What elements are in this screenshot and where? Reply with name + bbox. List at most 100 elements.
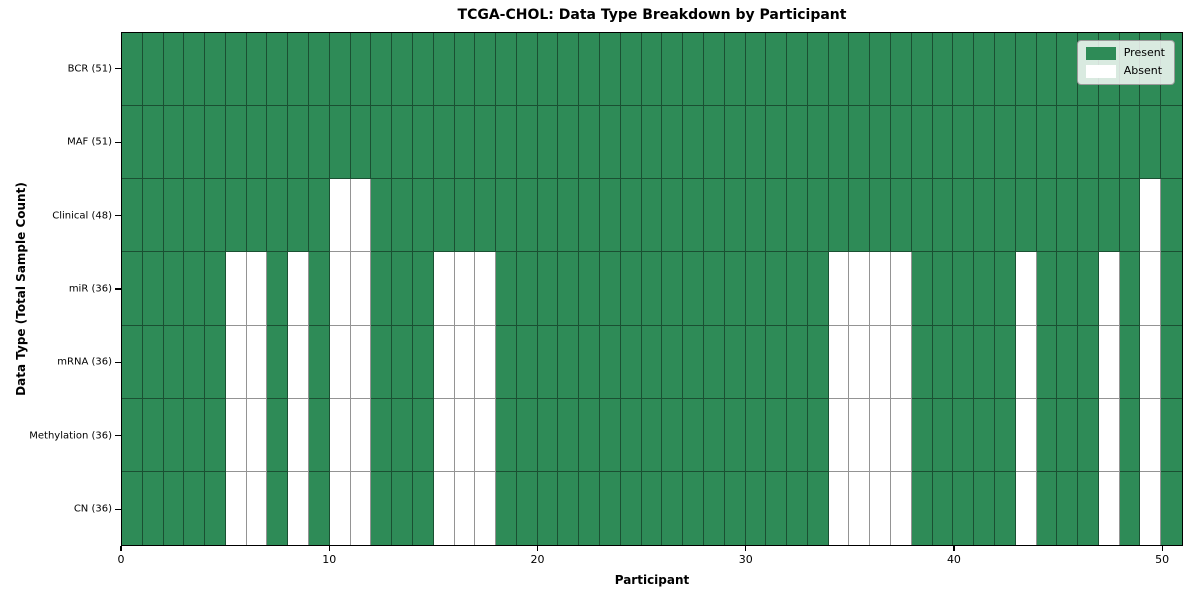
- y-tick-mark: [115, 214, 121, 217]
- heatmap-cell: [953, 106, 975, 180]
- heatmap-cell: [558, 398, 580, 472]
- heatmap-cell: [537, 398, 559, 472]
- heatmap-cell: [932, 325, 954, 399]
- heatmap-cell: [683, 179, 704, 253]
- heatmap-cell: [891, 471, 912, 545]
- heatmap-cell: [184, 106, 206, 180]
- heatmap-cell: [932, 252, 954, 326]
- heatmap-cell: [1119, 179, 1141, 253]
- heatmap-cell: [932, 106, 954, 180]
- heatmap-cell: [496, 471, 517, 545]
- heatmap-cell: [953, 179, 975, 253]
- heatmap-cell: [122, 471, 143, 545]
- heatmap-cell: [1036, 106, 1058, 180]
- heatmap-cell: [1098, 252, 1120, 326]
- heatmap-cell: [600, 106, 621, 180]
- heatmap-cell: [288, 33, 310, 107]
- heatmap-cell: [953, 252, 975, 326]
- heatmap-cell: [371, 106, 393, 180]
- heatmap-cell: [662, 179, 684, 253]
- heatmap-cell: [849, 33, 871, 107]
- heatmap-cell: [787, 325, 808, 399]
- heatmap-cell: [433, 471, 455, 545]
- heatmap-cell: [1036, 179, 1058, 253]
- x-tick-label: 50: [1155, 553, 1170, 566]
- heatmap-cell: [828, 106, 850, 180]
- heatmap-cell: [1036, 252, 1058, 326]
- heatmap-cell: [870, 106, 892, 180]
- legend-entry: Present: [1085, 47, 1165, 60]
- heatmap-cell: [724, 252, 746, 326]
- heatmap-cell: [849, 179, 871, 253]
- heatmap-cell: [184, 33, 206, 107]
- heatmap-cell: [454, 471, 476, 545]
- heatmap-cell: [787, 252, 808, 326]
- heatmap-cell: [641, 33, 663, 107]
- heatmap-cell: [828, 398, 850, 472]
- heatmap-cell: [745, 33, 767, 107]
- heatmap-cell: [1057, 325, 1079, 399]
- heatmap-cell: [787, 471, 808, 545]
- heatmap-cell: [329, 106, 351, 180]
- heatmap-cell: [392, 179, 413, 253]
- heatmap-cell: [683, 252, 704, 326]
- heatmap-cell: [641, 106, 663, 180]
- heatmap-cell: [329, 179, 351, 253]
- heatmap-cell: [1015, 471, 1037, 545]
- heatmap-cell: [620, 325, 642, 399]
- heatmap-cell: [142, 179, 164, 253]
- y-tick-label: BCR (51): [67, 63, 112, 75]
- heatmap-cell: [350, 398, 372, 472]
- legend: Present Absent: [1076, 40, 1175, 85]
- heatmap-cell: [1057, 33, 1079, 107]
- y-tick-label: CN (36): [73, 503, 112, 515]
- heatmap-cell: [122, 252, 143, 326]
- heatmap-cell: [953, 471, 975, 545]
- heatmap-cell: [122, 33, 143, 107]
- heatmap-cell: [184, 252, 206, 326]
- heatmap-cell: [787, 106, 808, 180]
- heatmap-cell: [516, 179, 538, 253]
- heatmap-cell: [1098, 106, 1120, 180]
- heatmap-cell: [1036, 33, 1058, 107]
- heatmap-cell: [1098, 179, 1120, 253]
- y-tick-label: Clinical (48): [52, 210, 112, 222]
- heatmap-cell: [1036, 398, 1058, 472]
- heatmap-cell: [579, 471, 601, 545]
- heatmap-cell: [412, 33, 434, 107]
- heatmap-cell: [516, 471, 538, 545]
- x-axis-label: Participant: [614, 573, 690, 587]
- heatmap-cell: [496, 179, 517, 253]
- heatmap-cell: [1140, 398, 1162, 472]
- heatmap-cell: [329, 398, 351, 472]
- heatmap-cell: [891, 179, 912, 253]
- heatmap-cell: [620, 252, 642, 326]
- heatmap-cell: [849, 325, 871, 399]
- heatmap-cell: [994, 398, 1016, 472]
- heatmap-cell: [412, 252, 434, 326]
- heatmap-cell: [579, 398, 601, 472]
- x-tick-mark: [120, 546, 122, 551]
- heatmap-cell: [267, 33, 289, 107]
- heatmap-cell: [558, 106, 580, 180]
- heatmap-cell: [911, 252, 933, 326]
- heatmap-cell: [205, 33, 226, 107]
- heatmap-cell: [579, 33, 601, 107]
- heatmap-cell: [537, 106, 559, 180]
- heatmap-cell: [828, 471, 850, 545]
- heatmap-cell: [496, 325, 517, 399]
- heatmap-cell: [766, 325, 788, 399]
- heatmap-cell: [994, 179, 1016, 253]
- heatmap-cell: [724, 106, 746, 180]
- heatmap-cell: [849, 398, 871, 472]
- heatmap-cell: [1015, 252, 1037, 326]
- heatmap-cell: [600, 179, 621, 253]
- heatmap-cell: [454, 252, 476, 326]
- heatmap-cell: [1119, 398, 1141, 472]
- heatmap-cell: [849, 252, 871, 326]
- heatmap-cell: [620, 106, 642, 180]
- heatmap-cell: [849, 106, 871, 180]
- heatmap-cell: [1119, 471, 1141, 545]
- heatmap-cell: [246, 106, 268, 180]
- heatmap-cell: [953, 398, 975, 472]
